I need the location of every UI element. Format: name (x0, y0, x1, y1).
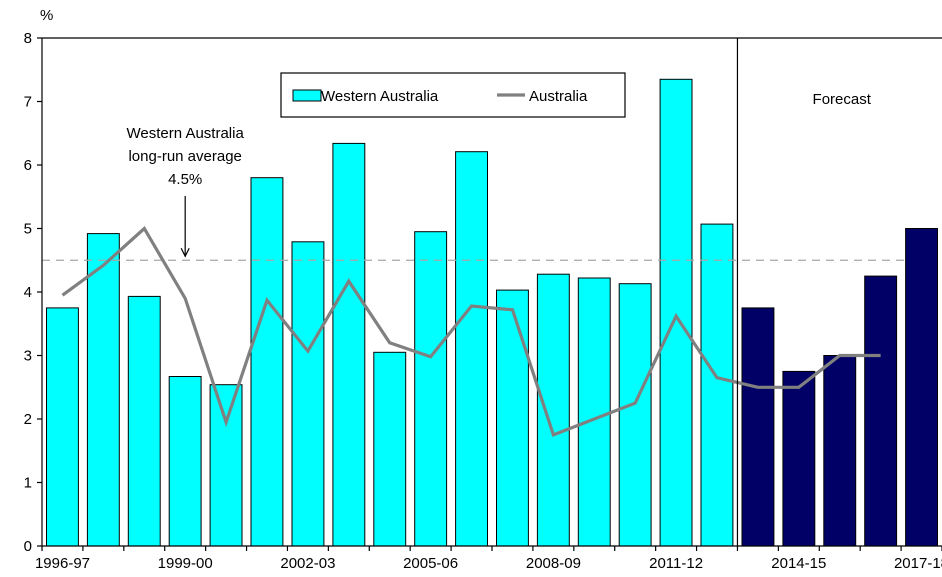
annotation-line-1: Western Australia (127, 125, 245, 142)
bar-2001-02 (250, 177, 284, 547)
y-tick-label-7: 7 (24, 94, 32, 111)
annotation-line-3: 4.5% (168, 171, 202, 188)
bar-1997-98 (86, 233, 120, 547)
bar-2014-15 (782, 370, 816, 547)
bar-2013-14 (741, 307, 775, 547)
bar-1996-97 (46, 307, 79, 547)
bar-2015-16 (823, 355, 857, 547)
x-tick-label-2017-18: 2017-18 (894, 555, 942, 572)
bar-2003-04 (332, 142, 366, 547)
y-tick-label-5: 5 (24, 221, 32, 238)
y-tick-label-3: 3 (24, 348, 32, 365)
bar-2005-06 (414, 231, 448, 547)
forecast-label: Forecast (813, 91, 872, 108)
bar-2016-17 (864, 275, 898, 547)
bar-2007-08 (496, 289, 529, 547)
bar-2010-11 (618, 283, 652, 547)
x-tick-label-2008-09: 2008-09 (526, 555, 581, 572)
x-tick-label-2005-06: 2005-06 (403, 555, 458, 572)
y-tick-label-4: 4 (24, 284, 32, 301)
x-tick-label-2011-12: 2011-12 (649, 555, 703, 572)
bar-1998-99 (127, 295, 161, 547)
x-tick-label-1996-97: 1996-97 (35, 555, 90, 572)
annotation-line-2: long-run average (128, 148, 241, 165)
x-tick-label-1999-00: 1999-00 (158, 555, 213, 572)
legend-label-australia: Australia (529, 88, 588, 105)
y-tick-label-0: 0 (24, 538, 32, 555)
bars-group (46, 78, 938, 547)
y-tick-label-2: 2 (24, 411, 32, 428)
bar-2017-18 (905, 228, 938, 547)
bar-2011-12 (659, 78, 693, 547)
bar-2012-13 (700, 223, 734, 547)
legend-swatch-western-australia (292, 89, 322, 102)
bar-2009-10 (577, 277, 611, 547)
bar-2000-01 (209, 384, 243, 547)
y-axis-label: % (40, 7, 53, 24)
x-tick-label-2014-15: 2014-15 (771, 555, 826, 572)
legend-box (280, 72, 626, 118)
line-series-group (61, 225, 881, 438)
bar-2004-05 (373, 351, 407, 547)
legend-label-western-australia: Western Australia (321, 88, 439, 105)
axes-group: 0 1 2 3 4 5 6 7 8% 1996-97 1999-00 2002-03 2005-06 20… (24, 7, 942, 572)
y-tick-label-6: 6 (24, 157, 32, 174)
x-tick-label-2002-03: 2002-03 (280, 555, 335, 572)
bar-1999-00 (168, 376, 202, 547)
annotation-arrow-head (180, 247, 190, 258)
bar-2006-07 (455, 151, 489, 547)
bar-2002-03 (291, 241, 325, 547)
bar-2008-09 (536, 273, 570, 547)
annotation-group: Forecast Western Australia long-run averag… (127, 91, 872, 258)
legend: Western Australia Australia (280, 72, 626, 118)
y-tick-label-1: 1 (24, 475, 32, 492)
y-tick-label-8: 8 (24, 30, 32, 47)
